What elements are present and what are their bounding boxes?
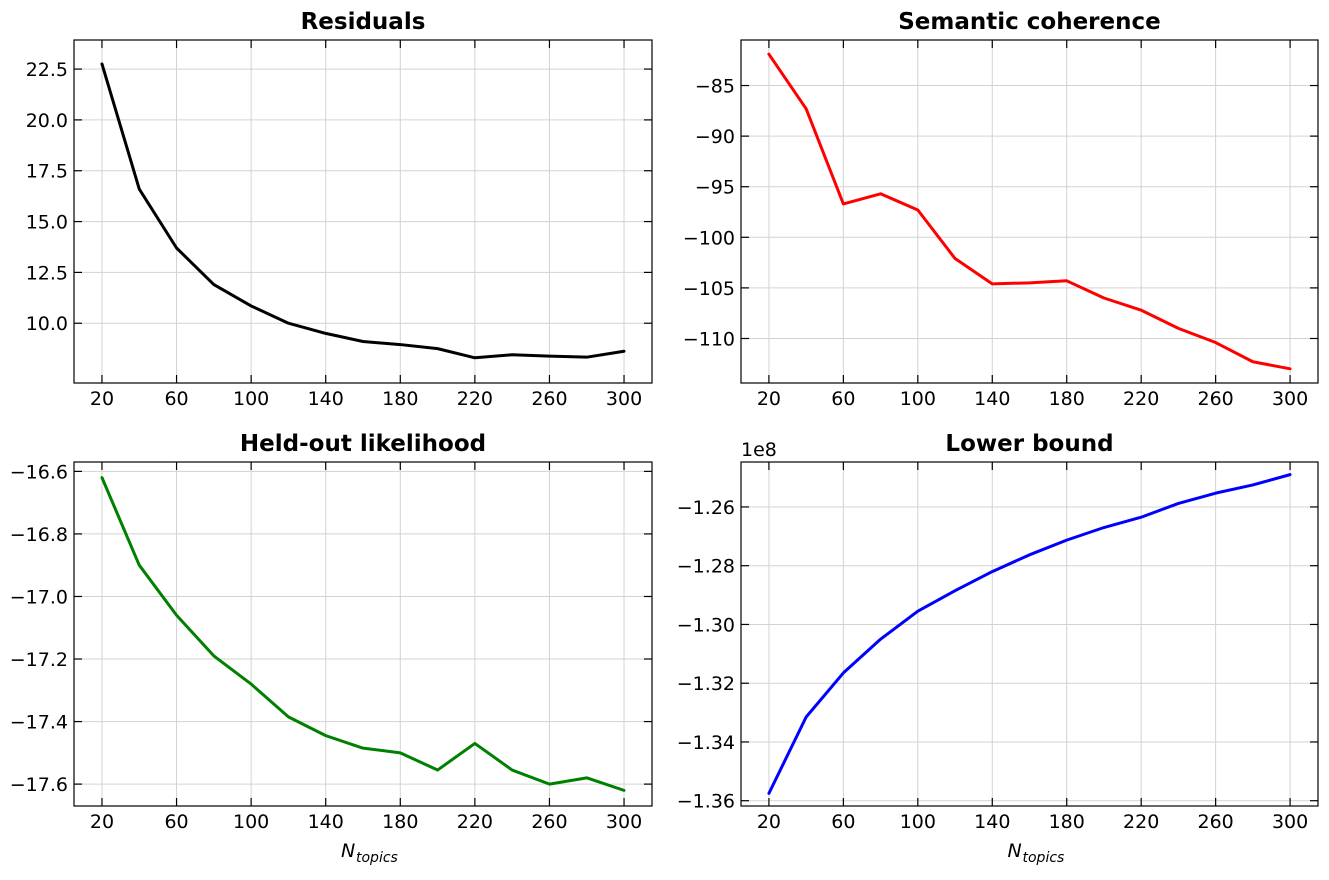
- y-tick-label: −1.26: [677, 497, 735, 519]
- x-tick-label: 300: [606, 811, 642, 833]
- series-line: [100, 62, 626, 360]
- axes-frame: [73, 39, 653, 384]
- y-tick-label: −1.34: [677, 732, 735, 754]
- x-tick-label: 260: [531, 811, 567, 833]
- x-tick-label: 20: [757, 388, 781, 410]
- x-tick-label: 180: [382, 388, 418, 410]
- series-line: [767, 52, 1292, 371]
- x-tick-label: 260: [1197, 811, 1233, 833]
- y-tick-label: −16.6: [10, 461, 68, 483]
- subplot-3: 20 60 100 140 180 220 260 300 −17.6 −17.4 −17.2 −17…: [10, 431, 653, 866]
- x-tick-label: 180: [1049, 388, 1085, 410]
- axes-frame: [740, 461, 1319, 807]
- y-tick-label: −1.36: [677, 791, 735, 813]
- x-tick-label: 220: [1123, 388, 1159, 410]
- x-tick-label: 260: [1197, 388, 1233, 410]
- y-tick-label: 20.0: [26, 110, 68, 132]
- y-tick-label: −105: [683, 278, 735, 300]
- x-tick-label: 20: [90, 388, 114, 410]
- x-tick-label: 220: [457, 388, 493, 410]
- y-tick-label: 15.0: [26, 212, 68, 234]
- y-tick-label: −17.2: [10, 649, 68, 671]
- x-tick-label: 20: [757, 811, 781, 833]
- subplot-title: Residuals: [301, 9, 426, 35]
- subplot-title: Semantic coherence: [898, 9, 1161, 35]
- subplot-title: Lower bound: [945, 431, 1113, 457]
- y-tick-label: −16.8: [10, 524, 68, 546]
- y-tick-label: 17.5: [26, 161, 68, 183]
- x-tick-label: 300: [606, 388, 642, 410]
- x-tick-label: 180: [1049, 811, 1085, 833]
- y-tick-label: −1.28: [677, 556, 735, 578]
- x-tick-label: 220: [1123, 811, 1159, 833]
- y-tick-label: −17.6: [10, 774, 68, 796]
- x-tick-label: 100: [233, 388, 269, 410]
- x-tick-label: 60: [164, 388, 188, 410]
- x-tick-label: 100: [233, 811, 269, 833]
- axes-frame: [73, 461, 653, 807]
- y-tick-label: −1.30: [677, 614, 735, 636]
- y-tick-label: −17.4: [10, 712, 68, 734]
- x-tick-label: 140: [308, 811, 344, 833]
- x-tick-label: 140: [974, 388, 1010, 410]
- x-tick-label: 20: [90, 811, 114, 833]
- subplot-title: Held-out likelihood: [240, 431, 486, 457]
- x-tick-label: 300: [1272, 811, 1308, 833]
- y-tick-label: −110: [683, 328, 735, 350]
- series-line: [767, 473, 1292, 795]
- x-tick-label: 140: [974, 811, 1010, 833]
- x-tick-label: 60: [831, 388, 855, 410]
- x-tick-label: 60: [164, 811, 188, 833]
- y-tick-label: −95: [695, 177, 735, 199]
- x-axis-label: N: [341, 840, 355, 862]
- y-tick-label: −90: [695, 126, 735, 148]
- y-tick-label: 22.5: [26, 59, 68, 81]
- x-tick-label: 100: [900, 388, 936, 410]
- subplot-2: 20 60 100 140 180 220 260 300 −110 −105 −100 −95 −90…: [683, 9, 1319, 410]
- series-line: [100, 476, 626, 792]
- subplot-4: 20 60 100 140 180 220 260 300 −1.36 −1.34 −1.32 −1.…: [677, 431, 1319, 866]
- x-tick-label: 300: [1272, 388, 1308, 410]
- x-tick-label: 140: [308, 388, 344, 410]
- x-tick-label: 60: [831, 811, 855, 833]
- x-tick-label: 100: [900, 811, 936, 833]
- y-tick-label: −1.32: [677, 673, 735, 695]
- y-tick-label: −100: [683, 227, 735, 249]
- x-axis-label-subscript: topics: [1023, 850, 1065, 866]
- subplot-1: 20 60 100 140 180 220 260 300 10.0 12.5 15.0 17.5 20…: [26, 9, 653, 410]
- y-tick-label: 12.5: [26, 262, 68, 284]
- y-tick-label: −17.0: [10, 586, 68, 608]
- x-tick-label: 180: [382, 811, 418, 833]
- x-axis-label: N: [1008, 840, 1022, 862]
- axes-frame: [740, 39, 1319, 384]
- y-offset-label: 1e8: [741, 439, 777, 461]
- x-tick-label: 220: [457, 811, 493, 833]
- y-tick-label: 10.0: [26, 313, 68, 335]
- y-tick-label: −85: [695, 76, 735, 98]
- x-tick-label: 260: [531, 388, 567, 410]
- x-axis-label-subscript: topics: [356, 850, 398, 866]
